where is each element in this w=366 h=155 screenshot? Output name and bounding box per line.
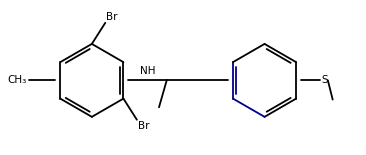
Text: Br: Br xyxy=(138,121,149,131)
Text: NH: NH xyxy=(140,66,155,76)
Text: CH₃: CH₃ xyxy=(7,75,27,85)
Text: Br: Br xyxy=(106,12,118,22)
Text: S: S xyxy=(321,75,328,85)
